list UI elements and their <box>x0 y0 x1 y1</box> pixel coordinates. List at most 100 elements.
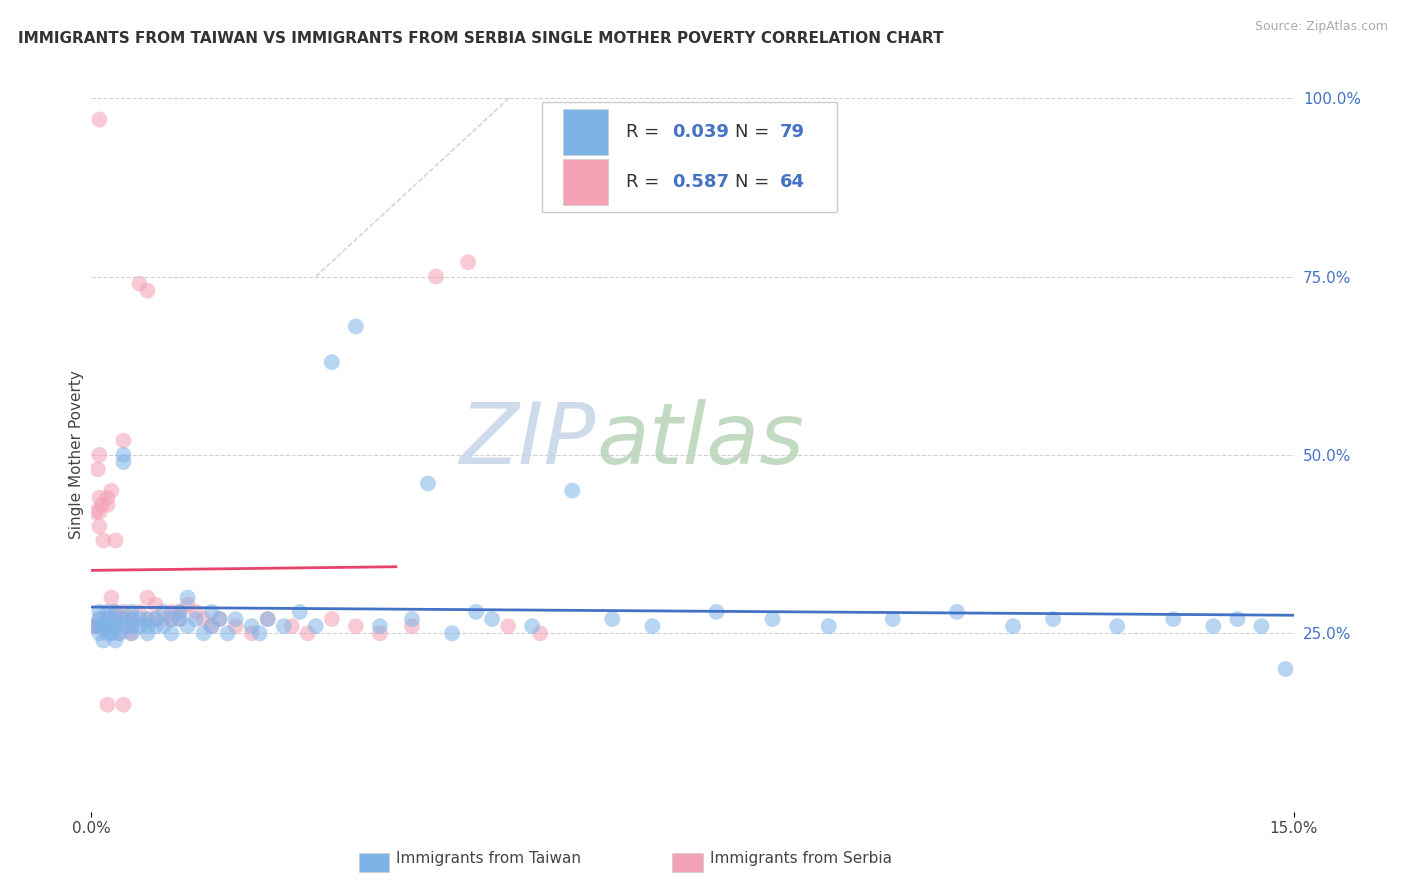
Point <box>160 605 183 619</box>
Point <box>89 619 111 633</box>
Point <box>112 448 135 462</box>
Point <box>416 476 439 491</box>
Point <box>249 626 271 640</box>
Point <box>136 619 159 633</box>
Point <box>1202 619 1225 633</box>
Point <box>201 619 224 633</box>
Point <box>561 483 583 498</box>
Point <box>100 626 122 640</box>
Point <box>882 612 904 626</box>
Point <box>112 612 135 626</box>
Point <box>1001 619 1024 633</box>
Text: R =: R = <box>626 123 665 141</box>
Point <box>176 619 198 633</box>
Point <box>152 605 174 619</box>
Point <box>84 619 107 633</box>
Point <box>208 612 231 626</box>
Point <box>104 612 127 626</box>
Point <box>112 619 135 633</box>
Point <box>128 619 150 633</box>
Bar <box>562 109 609 155</box>
Point <box>368 619 391 633</box>
Text: N =: N = <box>734 123 775 141</box>
Text: IMMIGRANTS FROM TAIWAN VS IMMIGRANTS FROM SERBIA SINGLE MOTHER POVERTY CORRELATI: IMMIGRANTS FROM TAIWAN VS IMMIGRANTS FRO… <box>18 31 943 46</box>
Point <box>121 605 143 619</box>
Point <box>217 626 239 640</box>
Point <box>145 612 167 626</box>
Point <box>184 605 207 619</box>
Point <box>152 619 174 633</box>
Point <box>240 619 263 633</box>
Point <box>240 626 263 640</box>
Point <box>121 626 143 640</box>
Point <box>193 612 215 626</box>
Point <box>762 612 785 626</box>
Point <box>1042 612 1064 626</box>
Point <box>104 633 127 648</box>
Point <box>93 533 115 548</box>
Point <box>112 605 135 619</box>
Point <box>344 319 367 334</box>
Point <box>344 619 367 633</box>
Point <box>481 612 503 626</box>
Point <box>201 619 224 633</box>
Point <box>96 491 118 505</box>
Point <box>160 612 183 626</box>
Point <box>465 605 488 619</box>
Point <box>89 605 111 619</box>
Point <box>104 612 127 626</box>
Y-axis label: Single Mother Poverty: Single Mother Poverty <box>69 370 84 540</box>
Point <box>96 612 118 626</box>
Point <box>89 505 111 519</box>
Point <box>136 612 159 626</box>
Point <box>297 626 319 640</box>
Point <box>100 483 122 498</box>
Point <box>96 605 118 619</box>
Point <box>193 626 215 640</box>
Point <box>440 626 463 640</box>
Point <box>96 698 118 712</box>
Text: 0.587: 0.587 <box>672 173 730 191</box>
Point <box>160 612 183 626</box>
Point <box>96 619 118 633</box>
Text: Immigrants from Taiwan: Immigrants from Taiwan <box>396 851 582 865</box>
Point <box>1226 612 1249 626</box>
Point <box>128 605 150 619</box>
Point <box>169 605 191 619</box>
Point <box>112 612 135 626</box>
Point <box>121 612 143 626</box>
Point <box>145 598 167 612</box>
Point <box>152 612 174 626</box>
Point <box>104 619 127 633</box>
Point <box>225 612 247 626</box>
Text: atlas: atlas <box>596 399 804 483</box>
Point <box>136 626 159 640</box>
Point <box>100 591 122 605</box>
Point <box>104 612 127 626</box>
Text: ZIP: ZIP <box>460 399 596 483</box>
Point <box>89 519 111 533</box>
Point <box>112 698 135 712</box>
Point <box>89 448 111 462</box>
Point <box>457 255 479 269</box>
Point <box>121 619 143 633</box>
Point <box>96 619 118 633</box>
Point <box>496 619 519 633</box>
Point <box>321 355 343 369</box>
Point <box>225 619 247 633</box>
Point <box>169 605 191 619</box>
Text: 0.039: 0.039 <box>672 123 728 141</box>
Point <box>96 498 118 512</box>
Point <box>288 605 311 619</box>
Point <box>136 284 159 298</box>
Point <box>522 619 544 633</box>
FancyBboxPatch shape <box>543 102 837 212</box>
Bar <box>562 159 609 205</box>
Point <box>602 612 624 626</box>
Point <box>641 619 664 633</box>
Text: N =: N = <box>734 173 775 191</box>
Point <box>1163 612 1185 626</box>
Point <box>425 269 447 284</box>
Text: R =: R = <box>626 173 665 191</box>
Point <box>401 612 423 626</box>
